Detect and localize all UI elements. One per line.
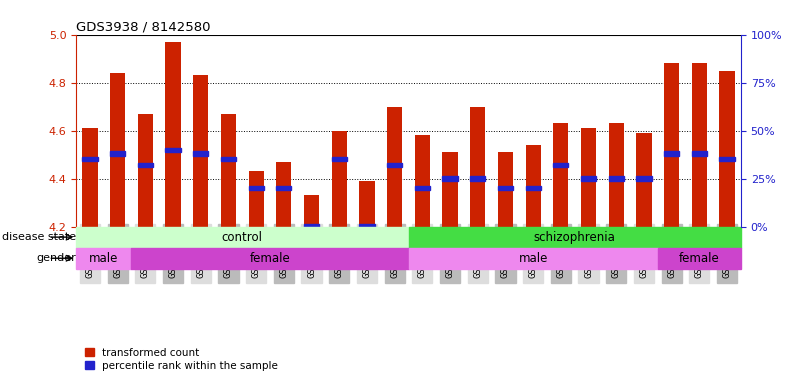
- Bar: [719, 157, 735, 161]
- Bar: [360, 181, 375, 227]
- Bar: [248, 171, 264, 227]
- Text: male: male: [518, 252, 548, 265]
- Text: control: control: [222, 231, 263, 243]
- Bar: [138, 114, 153, 227]
- Text: female: female: [250, 252, 291, 265]
- Bar: [276, 162, 292, 227]
- Bar: [387, 163, 402, 167]
- Bar: [498, 186, 513, 190]
- Bar: [166, 147, 181, 152]
- Bar: [276, 186, 292, 190]
- Bar: [581, 128, 596, 227]
- Bar: [664, 63, 679, 227]
- Bar: [609, 177, 624, 181]
- Text: schizophrenia: schizophrenia: [533, 231, 616, 243]
- Bar: [387, 106, 402, 227]
- Bar: [110, 73, 125, 227]
- Bar: [332, 131, 347, 227]
- Bar: [360, 225, 375, 229]
- Bar: [609, 123, 624, 227]
- Bar: [76, 248, 131, 269]
- Bar: [498, 152, 513, 227]
- Bar: [470, 177, 485, 181]
- Bar: [553, 123, 569, 227]
- Bar: [221, 114, 236, 227]
- Bar: [664, 152, 679, 156]
- Bar: [415, 135, 430, 227]
- Text: female: female: [679, 252, 720, 265]
- Bar: [470, 106, 485, 227]
- Legend: transformed count, percentile rank within the sample: transformed count, percentile rank withi…: [82, 344, 282, 375]
- Bar: [110, 152, 125, 156]
- Text: male: male: [89, 252, 119, 265]
- Bar: [332, 157, 347, 161]
- Bar: [525, 186, 541, 190]
- Bar: [658, 248, 741, 269]
- Bar: [636, 177, 651, 181]
- Bar: [525, 145, 541, 227]
- Bar: [719, 71, 735, 227]
- Bar: [304, 225, 319, 229]
- Bar: [636, 133, 651, 227]
- Bar: [138, 163, 153, 167]
- Text: GDS3938 / 8142580: GDS3938 / 8142580: [76, 20, 211, 33]
- Bar: [442, 152, 457, 227]
- Bar: [131, 248, 409, 269]
- Bar: [248, 186, 264, 190]
- Bar: [76, 227, 409, 248]
- Bar: [409, 227, 741, 248]
- Bar: [304, 195, 319, 227]
- Bar: [83, 157, 98, 161]
- Bar: [83, 128, 98, 227]
- Bar: [193, 152, 208, 156]
- Bar: [409, 248, 658, 269]
- Bar: [415, 186, 430, 190]
- Bar: [692, 63, 707, 227]
- Bar: [553, 163, 569, 167]
- Bar: [692, 152, 707, 156]
- Bar: [581, 177, 596, 181]
- Bar: [166, 42, 181, 227]
- Bar: [193, 75, 208, 227]
- Text: disease state: disease state: [2, 232, 76, 242]
- Bar: [442, 177, 457, 181]
- Bar: [221, 157, 236, 161]
- Text: gender: gender: [36, 253, 76, 263]
